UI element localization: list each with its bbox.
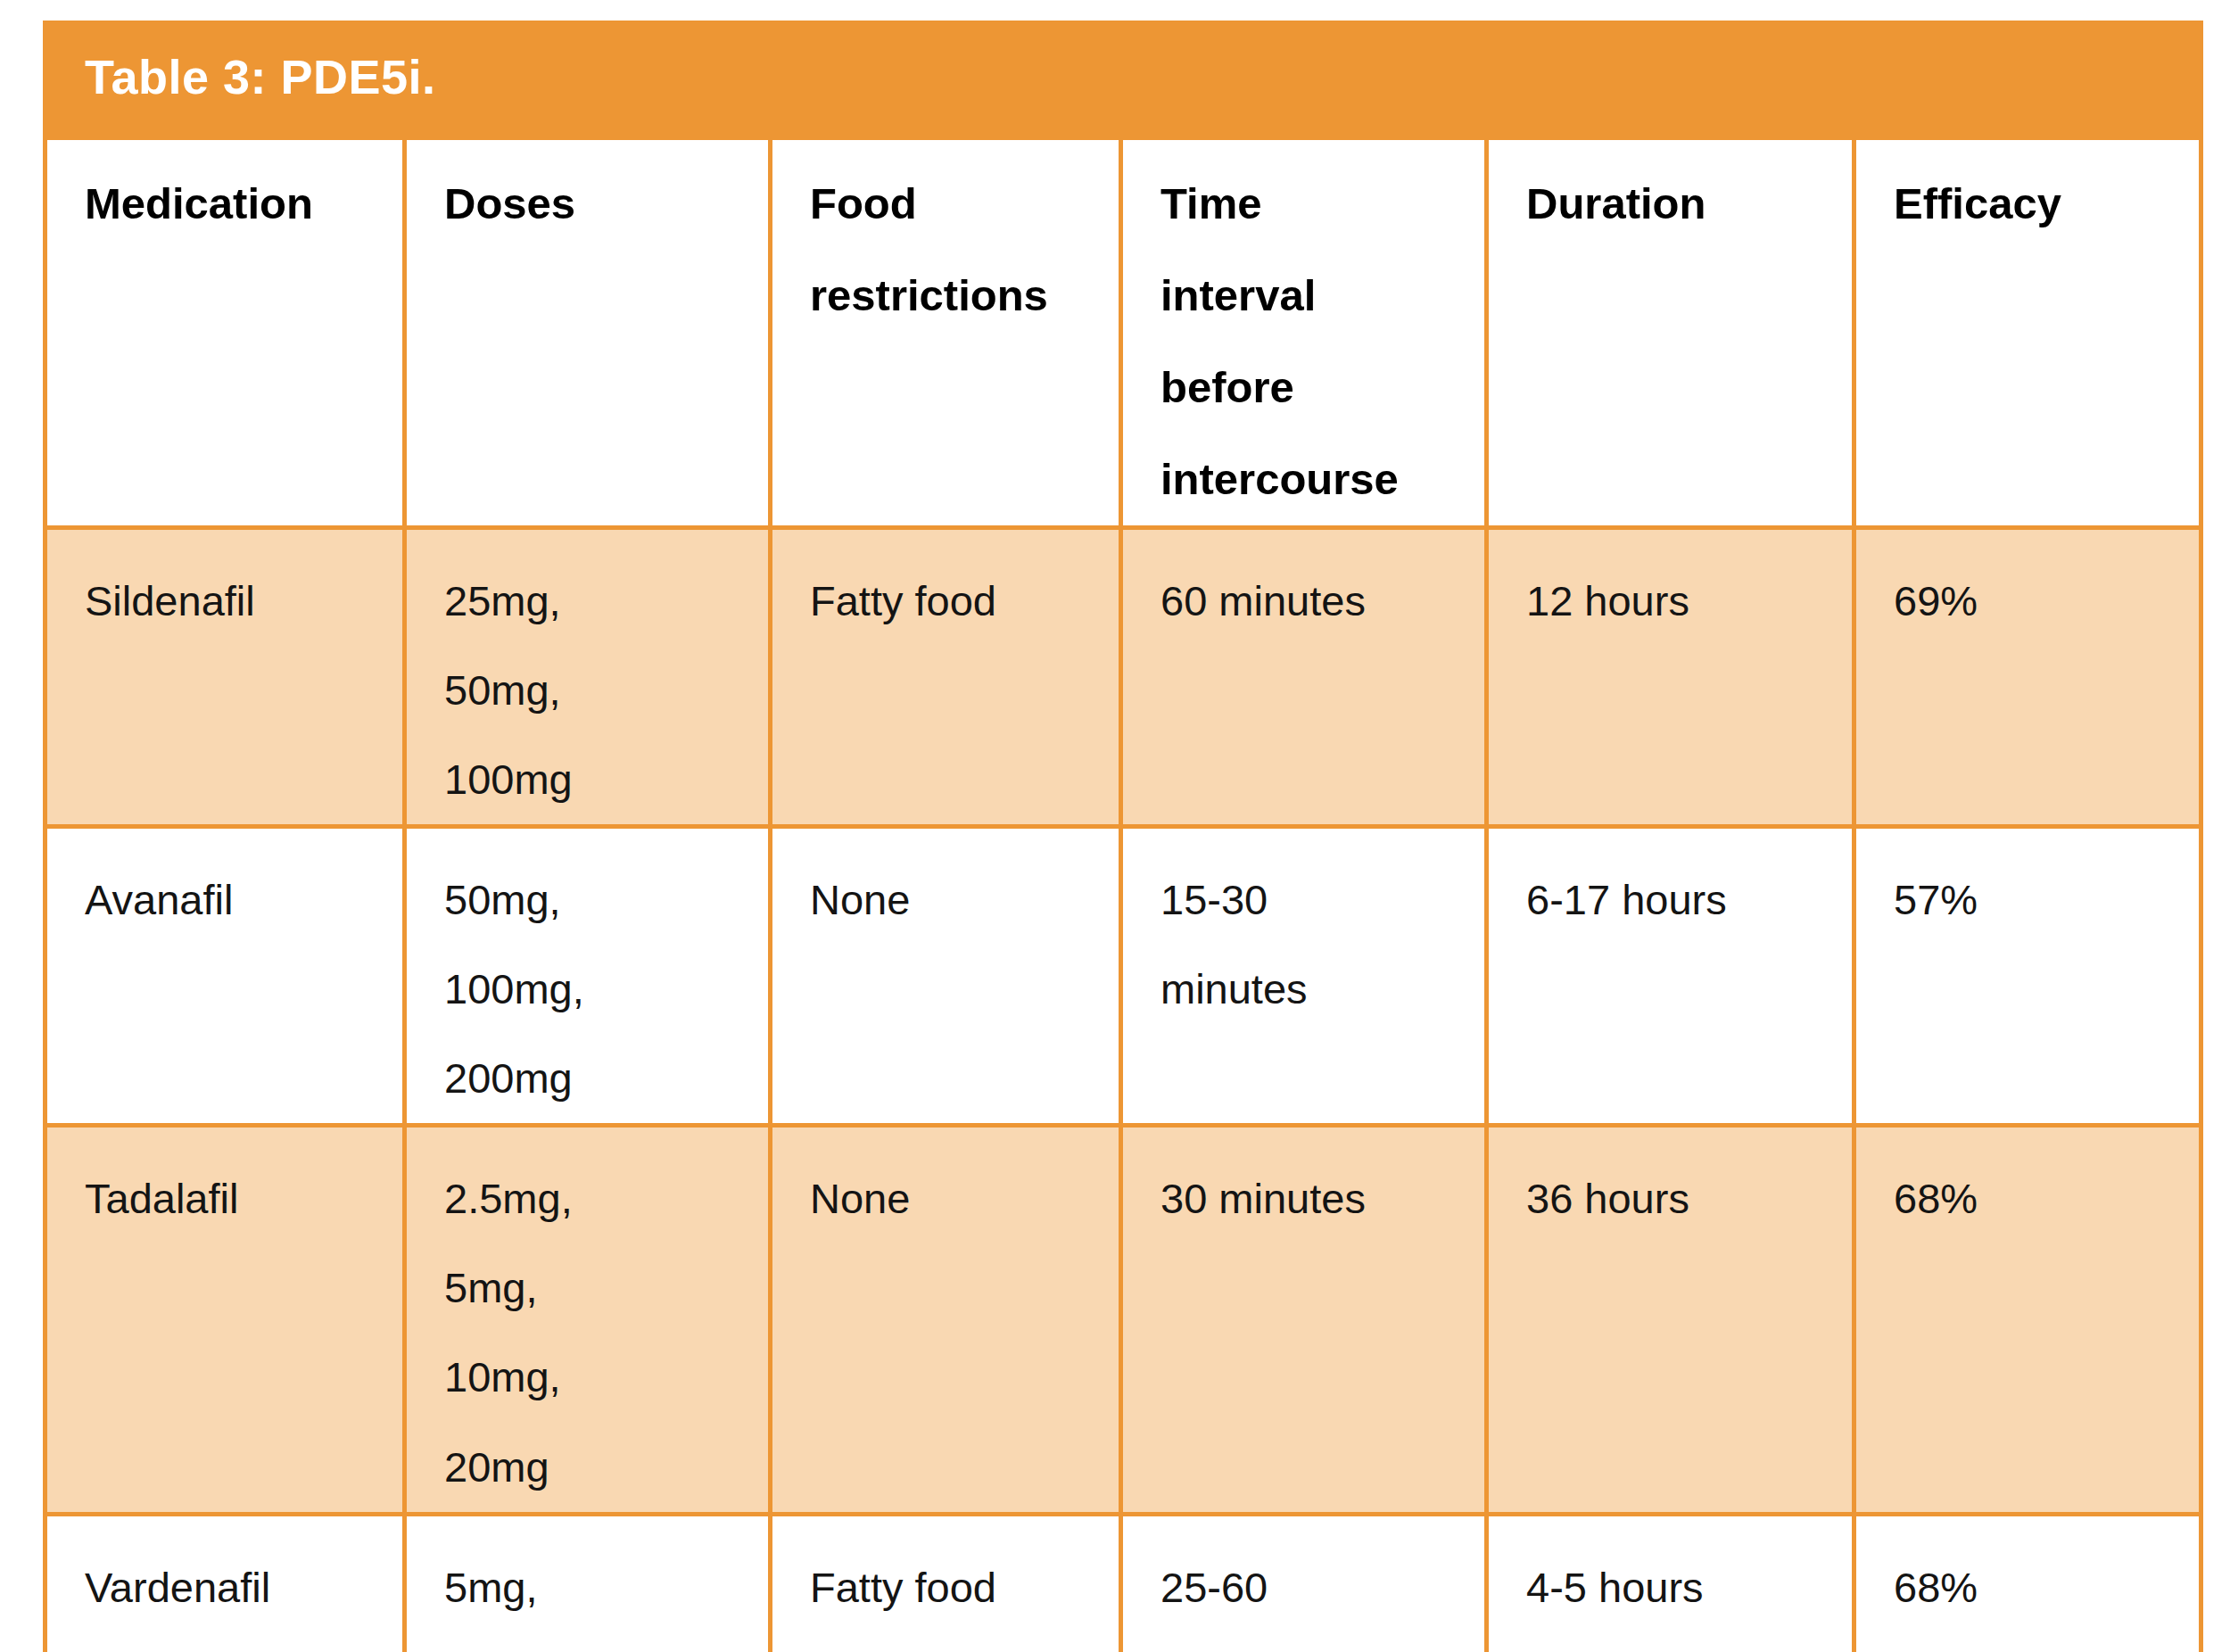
cell-sildenafil-medication: Sildenafil — [45, 527, 405, 826]
pde5i-table: Table 3: PDE5i. MedicationDosesFood rest… — [43, 21, 2203, 1652]
cell-sildenafil-doses: 25mg, 50mg, 100mg — [405, 527, 771, 826]
cell-tadalafil-duration: 36 hours — [1487, 1126, 1854, 1514]
table-title: Table 3: PDE5i. — [45, 23, 2201, 138]
cell-avanafil-efficacy: 57% — [1854, 826, 2201, 1125]
cell-tadalafil-food-restrictions: None — [771, 1126, 1121, 1514]
cell-vardenafil-time-interval: 25-60 minutes — [1121, 1514, 1487, 1652]
header-row: MedicationDosesFood restrictionsTime int… — [45, 138, 2201, 528]
cell-vardenafil-duration: 4-5 hours — [1487, 1514, 1854, 1652]
cell-avanafil-doses: 50mg, 100mg, 200mg — [405, 826, 771, 1125]
table-wrap: Table 3: PDE5i. MedicationDosesFood rest… — [43, 21, 2199, 1652]
column-header-time-interval: Time interval before intercourse — [1121, 138, 1487, 528]
column-header-food-restrictions: Food restrictions — [771, 138, 1121, 528]
cell-vardenafil-medication: Vardenafil — [45, 1514, 405, 1652]
table-row-tadalafil: Tadalafil2.5mg, 5mg, 10mg, 20mgNone30 mi… — [45, 1126, 2201, 1514]
cell-sildenafil-time-interval: 60 minutes — [1121, 527, 1487, 826]
table-row-vardenafil: Vardenafil5mg, 10mg, 20mgFatty food25-60… — [45, 1514, 2201, 1652]
cell-avanafil-medication: Avanafil — [45, 826, 405, 1125]
table-row-avanafil: Avanafil50mg, 100mg, 200mgNone15-30 minu… — [45, 826, 2201, 1125]
column-header-doses: Doses — [405, 138, 771, 528]
cell-sildenafil-food-restrictions: Fatty food — [771, 527, 1121, 826]
cell-avanafil-food-restrictions: None — [771, 826, 1121, 1125]
cell-sildenafil-efficacy: 69% — [1854, 527, 2201, 826]
table-title-row: Table 3: PDE5i. — [45, 23, 2201, 138]
cell-tadalafil-medication: Tadalafil — [45, 1126, 405, 1514]
cell-tadalafil-efficacy: 68% — [1854, 1126, 2201, 1514]
cell-vardenafil-food-restrictions: Fatty food — [771, 1514, 1121, 1652]
page: { "colors": { "accent_orange": "#ED9634"… — [0, 0, 2230, 1652]
column-header-duration: Duration — [1487, 138, 1854, 528]
cell-avanafil-duration: 6-17 hours — [1487, 826, 1854, 1125]
cell-avanafil-time-interval: 15-30 minutes — [1121, 826, 1487, 1125]
cell-vardenafil-efficacy: 68% — [1854, 1514, 2201, 1652]
column-header-efficacy: Efficacy — [1854, 138, 2201, 528]
cell-vardenafil-doses: 5mg, 10mg, 20mg — [405, 1514, 771, 1652]
cell-sildenafil-duration: 12 hours — [1487, 527, 1854, 826]
table-body: Sildenafil25mg, 50mg, 100mgFatty food60 … — [45, 527, 2201, 1652]
column-header-medication: Medication — [45, 138, 405, 528]
cell-tadalafil-time-interval: 30 minutes — [1121, 1126, 1487, 1514]
table-row-sildenafil: Sildenafil25mg, 50mg, 100mgFatty food60 … — [45, 527, 2201, 826]
cell-tadalafil-doses: 2.5mg, 5mg, 10mg, 20mg — [405, 1126, 771, 1514]
